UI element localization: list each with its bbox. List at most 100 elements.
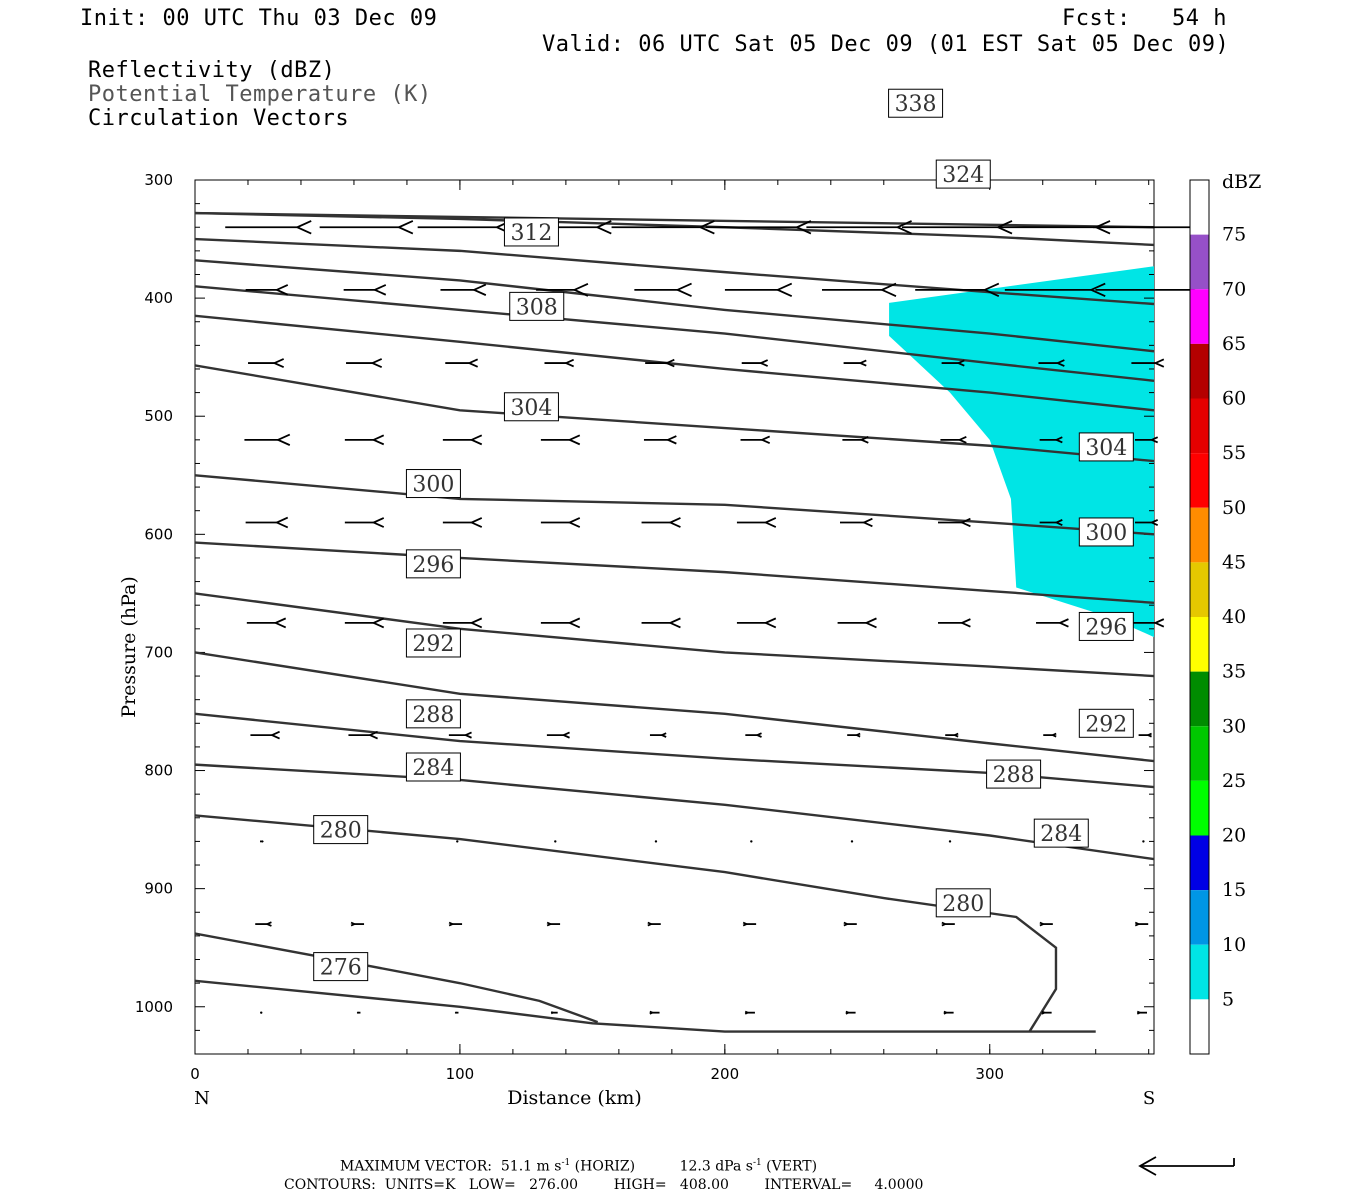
colorbar-swatch [1190,453,1209,508]
circulation-vector-head [295,220,312,235]
contour-label-box [509,291,565,321]
circulation-vector-head [742,921,749,927]
contour-label: 304 [510,396,552,421]
circulation-vector-head [372,284,387,296]
contour-label-box [1078,708,1134,738]
field-circulation-vectors: Circulation Vectors [88,106,350,131]
y-tick-label: 600 [144,525,173,543]
contour-label: 296 [1085,615,1127,640]
contour-label: 304 [1085,436,1127,461]
contour-label-box [503,217,559,247]
contour-label-box [935,888,991,918]
circulation-vector-head [649,1010,655,1015]
circulation-vector-head [941,921,948,927]
colorbar-swatch [1190,835,1209,891]
circulation-vector [456,840,459,843]
circulation-vector-head [664,358,675,368]
contours-high: HIGH= 408.00 [613,1177,729,1193]
x-end-label-n: N [194,1088,210,1109]
colorbar-tick-label: 10 [1222,934,1246,956]
contour-label-box [986,759,1042,789]
contour-label-box [888,88,944,118]
circulation-vector-head [794,220,812,235]
field-potential-temperature: Potential Temperature (K) [88,82,432,107]
contour-label: 288 [412,703,454,728]
circulation-vector-head [356,1011,361,1014]
contour-label-box [405,752,461,782]
contour-label: 312 [510,221,552,246]
circulation-vector-head [759,435,771,445]
circulation-vector-head [274,284,289,296]
circulation-vector-head [1134,921,1141,927]
circulation-vector-head [471,283,487,296]
x-tick-label: 100 [446,1065,475,1083]
circulation-vector [850,840,854,843]
contour-label-box [1078,432,1134,462]
colorbar-tick-label: 35 [1222,661,1246,683]
colorbar-tick-label: 75 [1222,224,1246,246]
contours-line: CONTOURS: UNITS=K LOW= 276.00 HIGH= 408.… [284,1177,923,1193]
contour-label-box [313,952,369,982]
theta-contour-276 [195,932,599,1024]
colorbar-swatch [1190,617,1209,672]
circulation-vector-head [854,732,861,738]
valid-time: Valid: 06 UTC Sat 05 Dec 09 (01 EST Sat … [542,32,1230,57]
y-tick-label: 700 [144,643,173,661]
colorbar-swatch [1190,180,1209,235]
circulation-vector-head [367,730,378,740]
circulation-vector-head [668,617,681,629]
contour-label: 284 [412,756,454,781]
max-vector-prefix: MAXIMUM VECTOR: [340,1158,492,1175]
circulation-vector-head [763,617,777,629]
colorbar-tick-label: 70 [1222,278,1246,300]
contour-label-box [1033,818,1089,848]
contour-label: 324 [942,163,984,188]
circulation-vector [1142,840,1145,843]
x-tick-label: 300 [975,1065,1004,1083]
colorbar-tick-label: 55 [1222,442,1246,464]
contour-label: 300 [412,473,454,498]
x-tick-label: 0 [190,1065,200,1083]
contour-label: 288 [993,763,1035,788]
contour-label-box [313,815,369,845]
y-tick-label: 1000 [135,998,173,1016]
max-vector-horiz-suffix: (HORIZ) [570,1158,636,1175]
circulation-vector-head [943,1010,949,1015]
colorbar-swatch [1190,343,1209,399]
circulation-vector [750,840,753,843]
theta-contour-288 [195,712,1154,789]
contour-label: 338 [895,92,937,117]
contour-label: 292 [412,632,454,657]
circulation-vector-head [755,732,762,738]
colorbar-swatch [1190,671,1209,727]
circulation-vector-head [265,921,272,927]
circulation-vector-head [1146,732,1152,738]
circulation-vector-head [273,617,287,629]
circulation-vector-head [550,1011,556,1015]
circulation-vector-head [350,921,357,927]
y-tick-label: 800 [144,762,173,780]
circulation-vector-head [272,358,285,369]
colorbar-tick-label: 30 [1222,715,1246,737]
colorbar-swatch [1190,234,1209,290]
circulation-vector-head [864,617,877,629]
circulation-vector-head [1039,921,1046,927]
theta-contour-296 [195,592,1154,678]
y-tick-label: 900 [144,880,173,898]
contour-label: 284 [1040,822,1082,847]
colorbar-swatch [1190,398,1209,454]
circulation-vector-head [982,282,1000,297]
circulation-vector-head [260,840,264,843]
contour-label-box [405,628,461,658]
x-axis-label: Distance (km) [507,1087,642,1109]
circulation-vector-head [1149,519,1159,526]
max-vector-vert: 12.3 dPa s [679,1158,753,1175]
colorbar-swatch [1190,562,1209,617]
circulation-vector-head [843,921,850,927]
circulation-vector [260,1011,263,1014]
circulation-vector-head [370,358,383,369]
contour-label: 300 [1085,521,1127,546]
contour-label: 292 [1085,712,1127,737]
circulation-vector-head [469,617,483,629]
